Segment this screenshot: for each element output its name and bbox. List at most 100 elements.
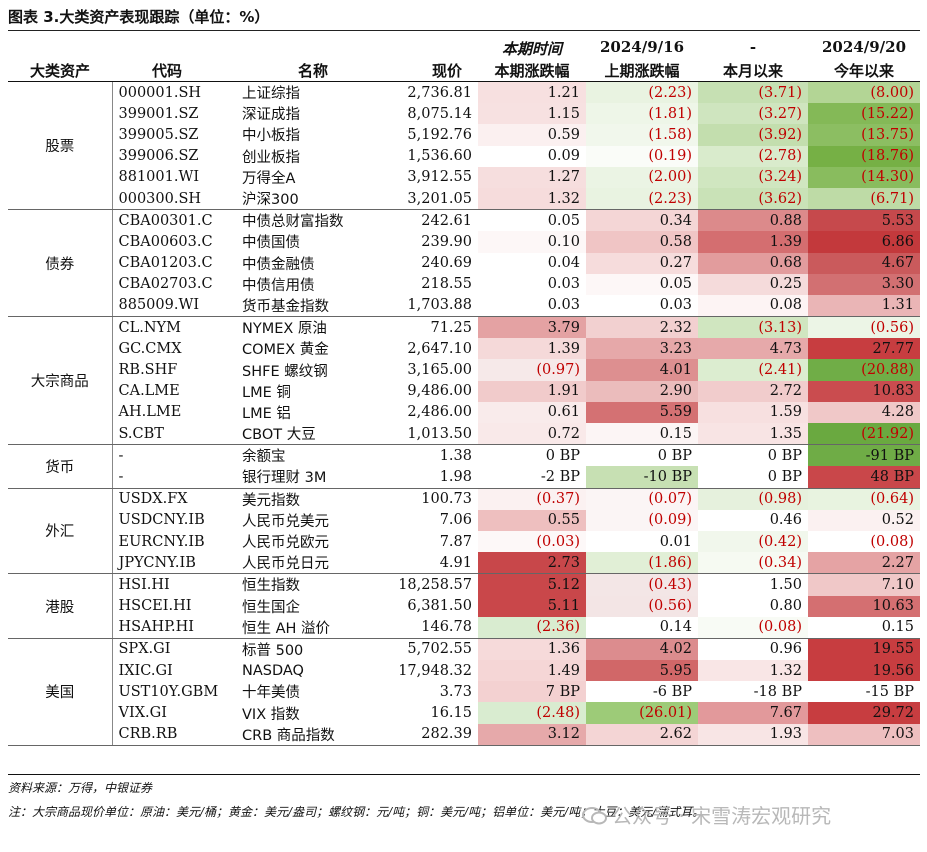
value-cell: (0.42) bbox=[698, 530, 808, 553]
price-cell: 3.73 bbox=[439, 683, 472, 700]
code-cell: HSI.HI bbox=[118, 576, 170, 593]
name-cell: 中债金融债 bbox=[242, 256, 315, 273]
table-row: RB.SHF SHFE 螺纹钢 3,165.00 (0.97) 4.01 (2.41) (2… bbox=[8, 359, 920, 381]
value-cell: 0.27 bbox=[586, 252, 698, 274]
price-cell: 3,912.55 bbox=[407, 169, 472, 186]
value-cell: 4.67 bbox=[808, 252, 920, 274]
value-cell: 2.32 bbox=[586, 316, 698, 339]
value-cell: 48 BP bbox=[808, 466, 920, 489]
header-name: 名称 bbox=[298, 62, 329, 80]
name-cell: 标普 500 bbox=[242, 642, 304, 659]
value-cell: 5.11 bbox=[478, 595, 586, 617]
table-row: 美国 SPX.GI 标普 500 5,702.55 1.36 4.02 0.96 19.55 bbox=[8, 638, 920, 746]
category-cell: 大宗商品 bbox=[8, 316, 113, 446]
category-cell: 外汇 bbox=[8, 488, 113, 575]
value-cell: -6 BP bbox=[586, 681, 698, 703]
value-cell: 4.73 bbox=[698, 338, 808, 360]
name-cell: 中债信用债 bbox=[242, 277, 315, 294]
value-cell: (0.34) bbox=[698, 552, 808, 575]
table-row: CBA02703.C 中债信用债 218.55 0.03 0.05 0.25 3.30 bbox=[8, 273, 920, 295]
value-cell: 2.72 bbox=[698, 380, 808, 402]
value-cell: (21.92) bbox=[808, 423, 920, 446]
table-row: JPYCNY.IB 人民币兑日元 4.91 2.73 (1.86) (0.34) 2.27 bbox=[8, 552, 920, 575]
value-cell: (2.23) bbox=[586, 187, 698, 211]
table-row: 399005.SZ 中小板指 5,192.76 0.59 (1.58) (3.92) (13… bbox=[8, 124, 920, 146]
value-cell: 3.79 bbox=[478, 316, 586, 339]
value-cell: 0.04 bbox=[478, 252, 586, 274]
value-cell: 27.77 bbox=[808, 338, 920, 360]
value-cell: 4.28 bbox=[808, 401, 920, 423]
value-cell: 7.67 bbox=[698, 702, 808, 724]
value-cell: -15 BP bbox=[808, 681, 920, 703]
price-cell: 218.55 bbox=[421, 276, 472, 293]
value-cell: 2.27 bbox=[808, 552, 920, 575]
value-cell: -2 BP bbox=[478, 466, 586, 489]
price-cell: 17,948.32 bbox=[398, 662, 472, 679]
code-cell: AH.LME bbox=[118, 404, 182, 421]
table-row: 885009.WI 货币基金指数 1,703.88 0.03 0.03 0.08 1.31 bbox=[8, 294, 920, 318]
value-cell: 0.10 bbox=[478, 231, 586, 253]
value-cell: 0 BP bbox=[586, 444, 698, 467]
code-cell: USDCNY.IB bbox=[118, 512, 205, 529]
name-cell: LME 铜 bbox=[242, 384, 291, 401]
value-cell: 1.15 bbox=[478, 103, 586, 125]
value-cell: 3.12 bbox=[478, 723, 586, 746]
price-cell: 146.78 bbox=[386, 616, 478, 639]
value-cell: -91 BP bbox=[808, 444, 920, 467]
price-cell: 282.39 bbox=[386, 723, 478, 746]
value-cell: (3.27) bbox=[698, 103, 808, 125]
value-cell: 1.31 bbox=[808, 294, 920, 318]
table-row: 股票 000001.SH 上证综指 2,736.81 1.21 (2.23) (3.71)(… bbox=[8, 82, 920, 211]
code-cell: CBA00301.C bbox=[118, 212, 213, 229]
value-cell: (0.08) bbox=[808, 530, 920, 553]
value-cell: (18.76) bbox=[808, 145, 920, 167]
value-cell: 1.91 bbox=[478, 380, 586, 402]
code-cell: CL.NYM bbox=[118, 319, 181, 336]
code-cell: GC.CMX bbox=[118, 340, 182, 357]
value-cell: 0.58 bbox=[586, 231, 698, 253]
table-row: UST10Y.GBM 十年美债 3.73 7 BP -6 BP -18 BP -15 BP bbox=[8, 681, 920, 703]
value-cell: 1.39 bbox=[698, 231, 808, 253]
price-cell: 5,702.55 bbox=[407, 641, 472, 658]
name-cell: 中小板指 bbox=[242, 128, 300, 145]
asset-table-body: 股票 000001.SH 上证综指 2,736.81 1.21 (2.23) (3.71)(… bbox=[8, 82, 920, 746]
name-cell: 恒生指数 bbox=[242, 578, 300, 595]
value-cell: 1.32 bbox=[478, 187, 586, 211]
value-cell: (0.19) bbox=[586, 145, 698, 167]
code-cell: - bbox=[112, 466, 236, 489]
name-cell: VIX 指数 bbox=[242, 706, 300, 723]
code-cell: HSAHP.HI bbox=[112, 616, 236, 639]
value-cell: 0.34 bbox=[586, 209, 698, 232]
price-cell: 18,258.57 bbox=[398, 576, 472, 593]
value-cell: (2.00) bbox=[586, 166, 698, 188]
name-cell: 美元指数 bbox=[242, 492, 300, 509]
name-cell: 人民币兑日元 bbox=[236, 552, 386, 575]
category-cell: 货币 bbox=[8, 444, 113, 489]
price-cell: 240.69 bbox=[421, 255, 472, 272]
header-cat: 大类资产 bbox=[29, 62, 90, 80]
code-cell: HSCEI.HI bbox=[118, 598, 192, 615]
name-cell: 恒生国企 bbox=[242, 599, 300, 616]
value-cell: 0.96 bbox=[698, 638, 808, 661]
value-cell: 0 BP bbox=[698, 444, 808, 467]
name-cell: 深证成指 bbox=[242, 107, 300, 124]
value-cell: 3.30 bbox=[808, 273, 920, 295]
value-cell: (2.48) bbox=[478, 702, 586, 724]
category-cell: 股票 bbox=[8, 82, 113, 211]
price-cell: 7.06 bbox=[439, 512, 472, 529]
value-cell: 5.59 bbox=[586, 401, 698, 423]
price-cell: 242.61 bbox=[421, 212, 472, 229]
value-cell: 1.36 bbox=[478, 638, 586, 661]
value-cell: (8.00) bbox=[808, 82, 920, 104]
value-cell: (0.08) bbox=[698, 616, 808, 639]
table-row: HSCEI.HI 恒生国企 6,381.50 5.11 (0.56) 0.80 10.63 bbox=[8, 595, 920, 617]
value-cell: -10 BP bbox=[586, 466, 698, 489]
price-cell: 9,486.00 bbox=[407, 383, 472, 400]
table-row: 外汇 USDX.FX 美元指数 100.73 (0.37) (0.07) (0.98) (0.… bbox=[8, 488, 920, 575]
price-cell: 5,192.76 bbox=[407, 126, 472, 143]
value-cell: 29.72 bbox=[808, 702, 920, 724]
category-cell: 港股 bbox=[8, 573, 113, 639]
units-note: 注：大宗商品现价单位：原油：美元/桶；黄金：美元/盎司；螺纹钢：元/吨；铜：美元… bbox=[8, 805, 705, 819]
code-cell: CBA00603.C bbox=[118, 233, 213, 250]
table-row: CA.LME LME 铜 9,486.00 1.91 2.90 2.72 10.83 bbox=[8, 380, 920, 402]
